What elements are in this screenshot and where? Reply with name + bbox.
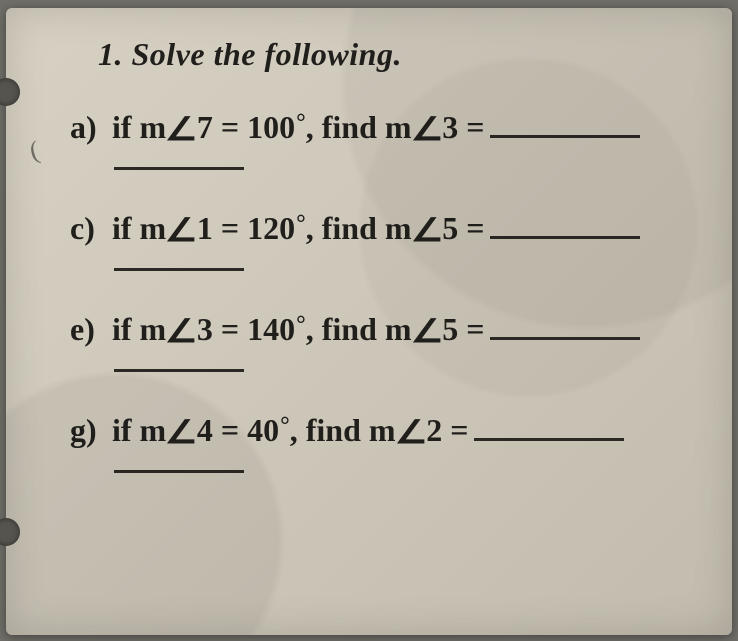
answer-blank[interactable] (474, 420, 624, 441)
heading-number: 1. (98, 36, 123, 72)
problem-text: if m∠4 = 40°, find m∠2 = (112, 412, 468, 448)
reason-blank[interactable] (114, 167, 244, 170)
answer-blank[interactable] (490, 218, 640, 239)
problem-e: e)if m∠3 = 140°, find m∠5 = (70, 309, 704, 349)
problem-label: c) (70, 208, 112, 248)
reason-blank[interactable] (114, 268, 244, 271)
problem-text: if m∠3 = 140°, find m∠5 = (112, 311, 484, 347)
reason-blank[interactable] (114, 470, 244, 473)
problem-a: a)if m∠7 = 100°, find m∠3 = (70, 107, 704, 147)
answer-blank[interactable] (490, 319, 640, 340)
problem-text: if m∠1 = 120°, find m∠5 = (112, 210, 484, 246)
problem-label: g) (70, 410, 112, 450)
problem-c: c)if m∠1 = 120°, find m∠5 = (70, 208, 704, 248)
problem-g: g)if m∠4 = 40°, find m∠2 = (70, 410, 704, 450)
binder-hole (0, 78, 20, 106)
heading-text: Solve the following. (132, 36, 402, 72)
worksheet-paper: ( 1. Solve the following. a)if m∠7 = 100… (6, 8, 732, 635)
answer-blank[interactable] (490, 117, 640, 138)
problem-label: e) (70, 309, 112, 349)
pencil-mark: ( (26, 135, 42, 166)
binder-hole (0, 518, 20, 546)
problem-list: a)if m∠7 = 100°, find m∠3 = c)if m∠1 = 12… (46, 107, 704, 473)
problem-label: a) (70, 107, 112, 147)
problem-text: if m∠7 = 100°, find m∠3 = (112, 109, 484, 145)
question-heading: 1. Solve the following. (98, 36, 704, 73)
reason-blank[interactable] (114, 369, 244, 372)
